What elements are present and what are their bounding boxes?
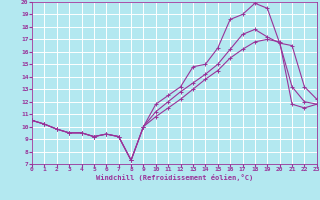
X-axis label: Windchill (Refroidissement éolien,°C): Windchill (Refroidissement éolien,°C) — [96, 174, 253, 181]
